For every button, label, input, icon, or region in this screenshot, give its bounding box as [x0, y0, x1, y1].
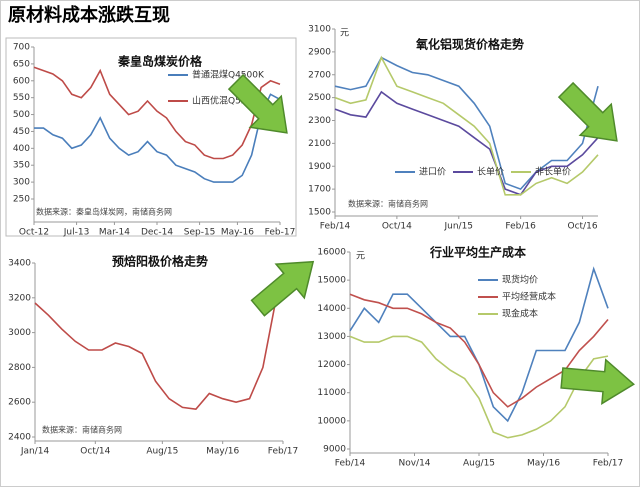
- line-series: [33, 66, 281, 160]
- legend-label: 长单价: [477, 166, 504, 178]
- x-tick-label: Oct/16: [568, 222, 598, 232]
- y-tick-label: 600: [13, 76, 30, 86]
- chart-title: 行业平均生产成本: [429, 245, 526, 260]
- source-note: 数据来源：南储商务网: [348, 199, 428, 209]
- x-tick-label: Feb-17: [265, 228, 296, 238]
- unit-label: 元: [356, 252, 365, 262]
- y-tick-label: 13000: [317, 332, 346, 342]
- x-tick-label: Jan/14: [20, 447, 50, 457]
- line-series: [334, 90, 599, 196]
- legend-label: 普通混煤Q4500K: [192, 69, 265, 81]
- x-tick-label: Feb/16: [505, 222, 536, 232]
- line-series: [34, 297, 278, 411]
- y-tick-label: 2400: [8, 433, 31, 443]
- x-tick-label: Oct-12: [19, 228, 49, 238]
- chart-title: 氧化铝现货价格走势: [415, 37, 524, 52]
- legend-label: 现货均价: [502, 274, 538, 286]
- y-tick-label: 2700: [308, 70, 331, 80]
- y-tick-label: 2100: [308, 139, 331, 149]
- chart-title: 秦皇岛煤炭价格: [117, 54, 203, 69]
- x-tick-label: Dec-14: [141, 228, 173, 238]
- source-note: 数据来源：南储商务网: [42, 425, 122, 435]
- arrow: [227, 73, 288, 134]
- y-tick-label: 2800: [8, 363, 31, 373]
- y-tick-label: 550: [13, 93, 30, 103]
- y-tick-label: 1700: [308, 185, 331, 195]
- y-tick-label: 400: [13, 144, 30, 154]
- chart-title: 预焙阳极价格走势: [112, 254, 208, 269]
- y-tick-label: 1900: [308, 162, 331, 172]
- x-tick-label: Feb/17: [593, 459, 623, 469]
- y-tick-label: 3100: [308, 25, 331, 35]
- x-tick-label: Mar-14: [99, 228, 130, 238]
- y-tick-label: 3400: [8, 259, 31, 269]
- arrow: [557, 81, 618, 142]
- page-title: 原材料成本涨跌互现: [8, 4, 170, 26]
- unit-label: 元: [340, 29, 349, 39]
- y-tick-label: 2900: [308, 47, 331, 57]
- x-tick-label: Jul-13: [63, 228, 90, 238]
- x-tick-label: Feb/17: [268, 447, 298, 457]
- x-tick-label: Oct/14: [382, 222, 412, 232]
- x-tick-label: Jun/15: [443, 222, 473, 232]
- line-series: [349, 335, 609, 439]
- y-tick-label: 12000: [317, 360, 346, 370]
- x-tick-label: May-16: [221, 228, 254, 238]
- y-tick-label: 2500: [308, 93, 331, 103]
- arrow: [560, 358, 635, 405]
- y-tick-label: 14000: [317, 304, 346, 314]
- y-tick-label: 500: [13, 110, 30, 120]
- legend-label: 进口价: [419, 167, 446, 178]
- x-tick-label: Feb/14: [335, 459, 366, 469]
- y-tick-label: 10000: [317, 416, 346, 426]
- y-tick-label: 2600: [8, 398, 31, 408]
- x-tick-label: May/16: [527, 459, 560, 469]
- x-tick-label: Nov/14: [398, 459, 430, 469]
- x-tick-label: Feb/14: [320, 222, 351, 232]
- x-tick-label: May/16: [206, 447, 239, 457]
- y-tick-label: 16000: [317, 248, 346, 258]
- line-series: [334, 55, 599, 196]
- line-series: [34, 93, 281, 183]
- x-tick-label: Aug/15: [146, 447, 178, 457]
- panel: [5, 37, 297, 237]
- x-tick-label: Sep-15: [184, 228, 216, 238]
- y-tick-label: 2300: [308, 116, 331, 126]
- y-tick-label: 250: [13, 195, 30, 205]
- y-tick-label: 300: [13, 178, 30, 188]
- y-tick-label: 650: [13, 59, 30, 69]
- legend-label: 现金成本: [502, 308, 538, 320]
- y-tick-label: 9000: [323, 445, 346, 455]
- y-tick-label: 15000: [317, 276, 346, 286]
- x-tick-label: Oct/14: [80, 447, 110, 457]
- y-tick-label: 450: [13, 127, 30, 137]
- legend-label: 平均经营成本: [502, 291, 556, 303]
- y-tick-label: 350: [13, 161, 30, 171]
- source-note: 数据来源：秦皇岛煤炭网，南储商务网: [36, 207, 172, 217]
- y-tick-label: 3000: [8, 328, 31, 338]
- x-tick-label: Aug/15: [463, 459, 495, 469]
- arrows: [227, 73, 635, 405]
- y-tick-label: 1500: [308, 208, 331, 218]
- y-tick-label: 11000: [317, 388, 346, 398]
- legend-label: 非长单价: [535, 166, 571, 178]
- arrow: [250, 260, 315, 317]
- y-tick-label: 700: [13, 43, 30, 53]
- y-tick-label: 3200: [8, 293, 31, 303]
